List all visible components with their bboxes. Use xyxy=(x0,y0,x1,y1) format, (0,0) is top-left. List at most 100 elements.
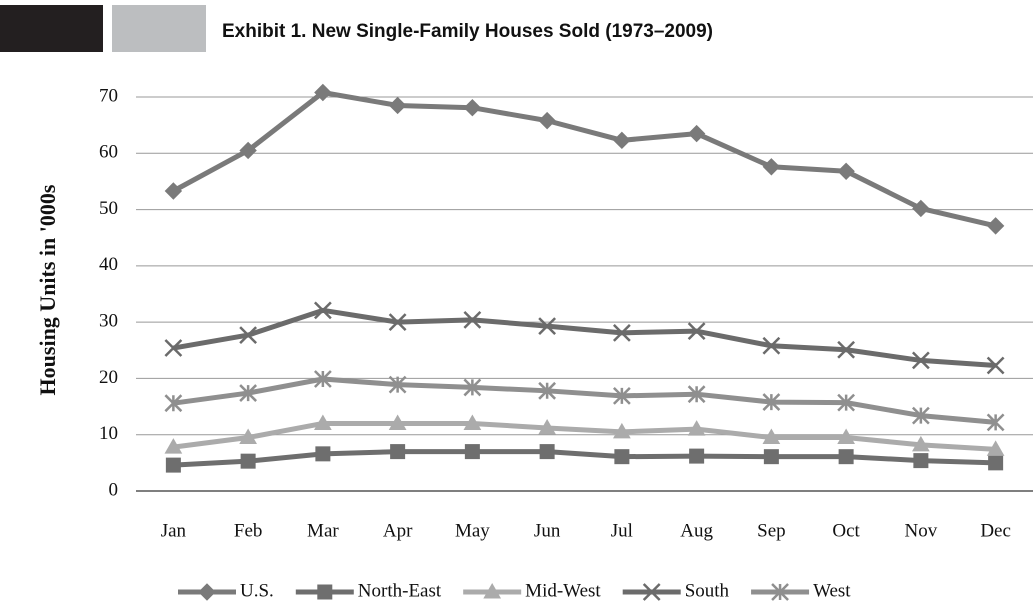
data-point xyxy=(837,428,855,445)
data-point xyxy=(463,311,482,329)
data-point xyxy=(763,449,779,465)
data-point xyxy=(687,124,706,143)
data-point xyxy=(463,98,482,117)
data-point xyxy=(164,394,183,413)
legend-marker xyxy=(198,583,216,601)
series-line xyxy=(173,449,996,468)
x-tick-label: Dec xyxy=(980,520,1011,541)
data-point xyxy=(912,435,930,452)
data-point xyxy=(388,96,407,115)
series-line xyxy=(173,376,996,425)
data-point xyxy=(164,339,183,357)
data-point xyxy=(837,162,855,181)
y-tick-label: 40 xyxy=(99,254,118,275)
header-block-dark xyxy=(0,5,103,52)
x-tick-label: Feb xyxy=(234,520,263,541)
data-point xyxy=(165,457,181,473)
series-line xyxy=(172,89,997,229)
data-point xyxy=(314,414,332,430)
y-tick-label: 70 xyxy=(99,85,118,106)
data-point xyxy=(612,386,631,405)
legend-marker xyxy=(317,584,333,600)
legend-label: Mid-West xyxy=(525,580,601,601)
data-point xyxy=(463,378,482,397)
x-tick-label: May xyxy=(455,520,490,541)
data-point xyxy=(762,393,781,411)
data-point xyxy=(613,422,631,439)
data-point xyxy=(762,428,781,445)
series-line xyxy=(173,420,996,452)
data-point xyxy=(314,83,332,102)
y-tick-label: 30 xyxy=(99,311,118,332)
x-tick-label: Jan xyxy=(161,520,187,541)
data-point xyxy=(463,414,482,430)
x-tick-label: Apr xyxy=(383,520,413,541)
data-point xyxy=(315,446,331,462)
data-point xyxy=(837,340,856,359)
data-point xyxy=(388,313,407,332)
data-point xyxy=(838,449,854,465)
y-tick-label: 10 xyxy=(99,423,118,444)
data-point xyxy=(986,217,1005,235)
data-point xyxy=(986,356,1005,375)
data-point xyxy=(912,199,930,218)
data-point xyxy=(164,182,183,200)
data-point xyxy=(911,351,930,370)
chart-title: Exhibit 1. New Single-Family Houses Sold… xyxy=(222,21,713,42)
legend-label: South xyxy=(685,580,730,601)
data-point xyxy=(986,440,1005,456)
x-tick-label: Aug xyxy=(680,520,713,541)
x-tick-label: Nov xyxy=(905,520,938,541)
data-point xyxy=(687,322,706,341)
data-point xyxy=(687,385,706,404)
legend-label: West xyxy=(813,580,851,601)
legend-label: North-East xyxy=(358,580,442,601)
x-tick-label: Sep xyxy=(757,520,786,541)
data-point xyxy=(239,141,257,160)
data-point xyxy=(614,449,630,465)
legend-marker xyxy=(642,583,661,601)
data-point xyxy=(388,375,407,394)
data-point xyxy=(911,406,930,425)
y-axis-label: Housing Units in '000s xyxy=(35,184,60,395)
data-point xyxy=(762,158,781,176)
data-point xyxy=(538,381,557,400)
data-point xyxy=(313,301,332,320)
data-point xyxy=(239,384,258,402)
data-point xyxy=(988,455,1004,471)
data-point xyxy=(239,428,257,445)
y-tick-label: 20 xyxy=(99,367,118,388)
data-point xyxy=(612,323,631,342)
data-point xyxy=(538,418,556,435)
x-tick-label: Oct xyxy=(832,520,860,541)
data-point xyxy=(687,420,706,436)
data-point xyxy=(538,111,556,130)
x-tick-label: Mar xyxy=(307,520,339,541)
data-point xyxy=(164,438,183,454)
x-tick-label: Jun xyxy=(534,520,561,541)
series-line xyxy=(172,307,996,368)
data-point xyxy=(689,448,705,464)
y-tick-label: 60 xyxy=(99,142,118,163)
data-point xyxy=(538,317,557,335)
y-tick-label: 0 xyxy=(109,479,119,500)
header-block-light xyxy=(112,5,206,52)
data-point xyxy=(313,370,332,388)
data-point xyxy=(762,336,781,355)
data-point xyxy=(388,414,407,430)
data-point xyxy=(837,393,856,412)
data-point xyxy=(913,453,929,469)
y-tick-label: 50 xyxy=(99,198,118,219)
data-point xyxy=(539,444,555,460)
data-point xyxy=(986,413,1005,432)
legend-label: U.S. xyxy=(240,580,274,601)
data-point xyxy=(240,453,256,469)
legend-marker xyxy=(771,583,789,601)
x-tick-label: Jul xyxy=(611,520,633,541)
data-point xyxy=(464,444,480,460)
data-point xyxy=(390,444,406,460)
data-point xyxy=(613,131,631,150)
legend-marker xyxy=(483,582,502,599)
data-point xyxy=(239,326,258,344)
